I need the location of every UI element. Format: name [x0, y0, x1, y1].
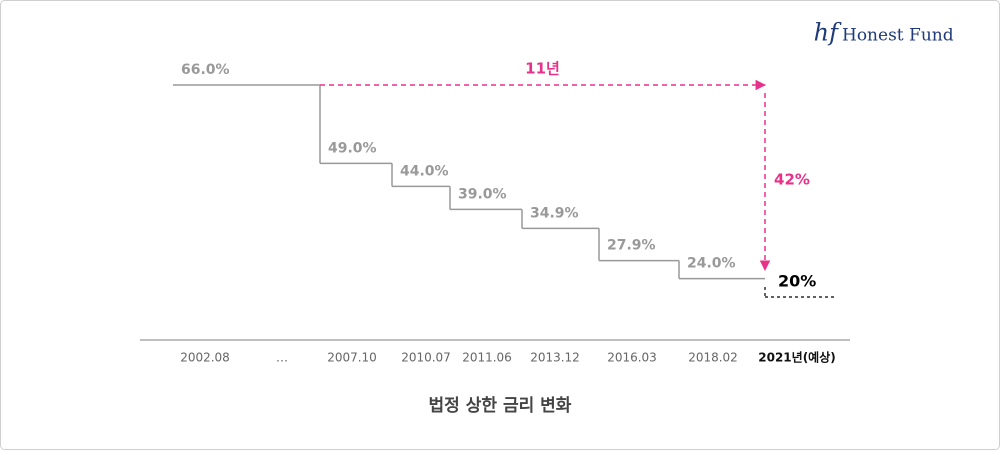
annotation: 11년 — [525, 60, 560, 78]
value-label: 39.0% — [458, 186, 507, 202]
value-label: 44.0% — [400, 163, 449, 179]
x-tick-label: 2013.12 — [530, 351, 580, 365]
value-label: 27.9% — [607, 238, 656, 254]
annotation: 42% — [774, 171, 810, 189]
x-tick-label: 2010.07 — [401, 351, 451, 365]
value-label: 20% — [778, 272, 816, 291]
x-tick-label: … — [276, 351, 288, 365]
chart-title: 법정 상한 금리 변화 — [429, 396, 572, 416]
x-tick-label: 2021년(예상) — [758, 350, 836, 365]
logo-name: Honest Fund — [842, 26, 954, 46]
x-tick-label: 2011.06 — [462, 351, 512, 365]
value-label: 24.0% — [687, 256, 736, 272]
x-tick-label: 2007.10 — [327, 351, 377, 365]
x-tick-label: 2002.08 — [180, 351, 230, 365]
x-tick-label: 2018.02 — [688, 351, 738, 365]
value-label: 66.0% — [181, 62, 230, 78]
x-tick-label: 2016.03 — [607, 351, 657, 365]
value-label: 49.0% — [328, 140, 377, 156]
value-label: 34.9% — [530, 205, 579, 221]
logo-mark: hf — [814, 19, 842, 47]
